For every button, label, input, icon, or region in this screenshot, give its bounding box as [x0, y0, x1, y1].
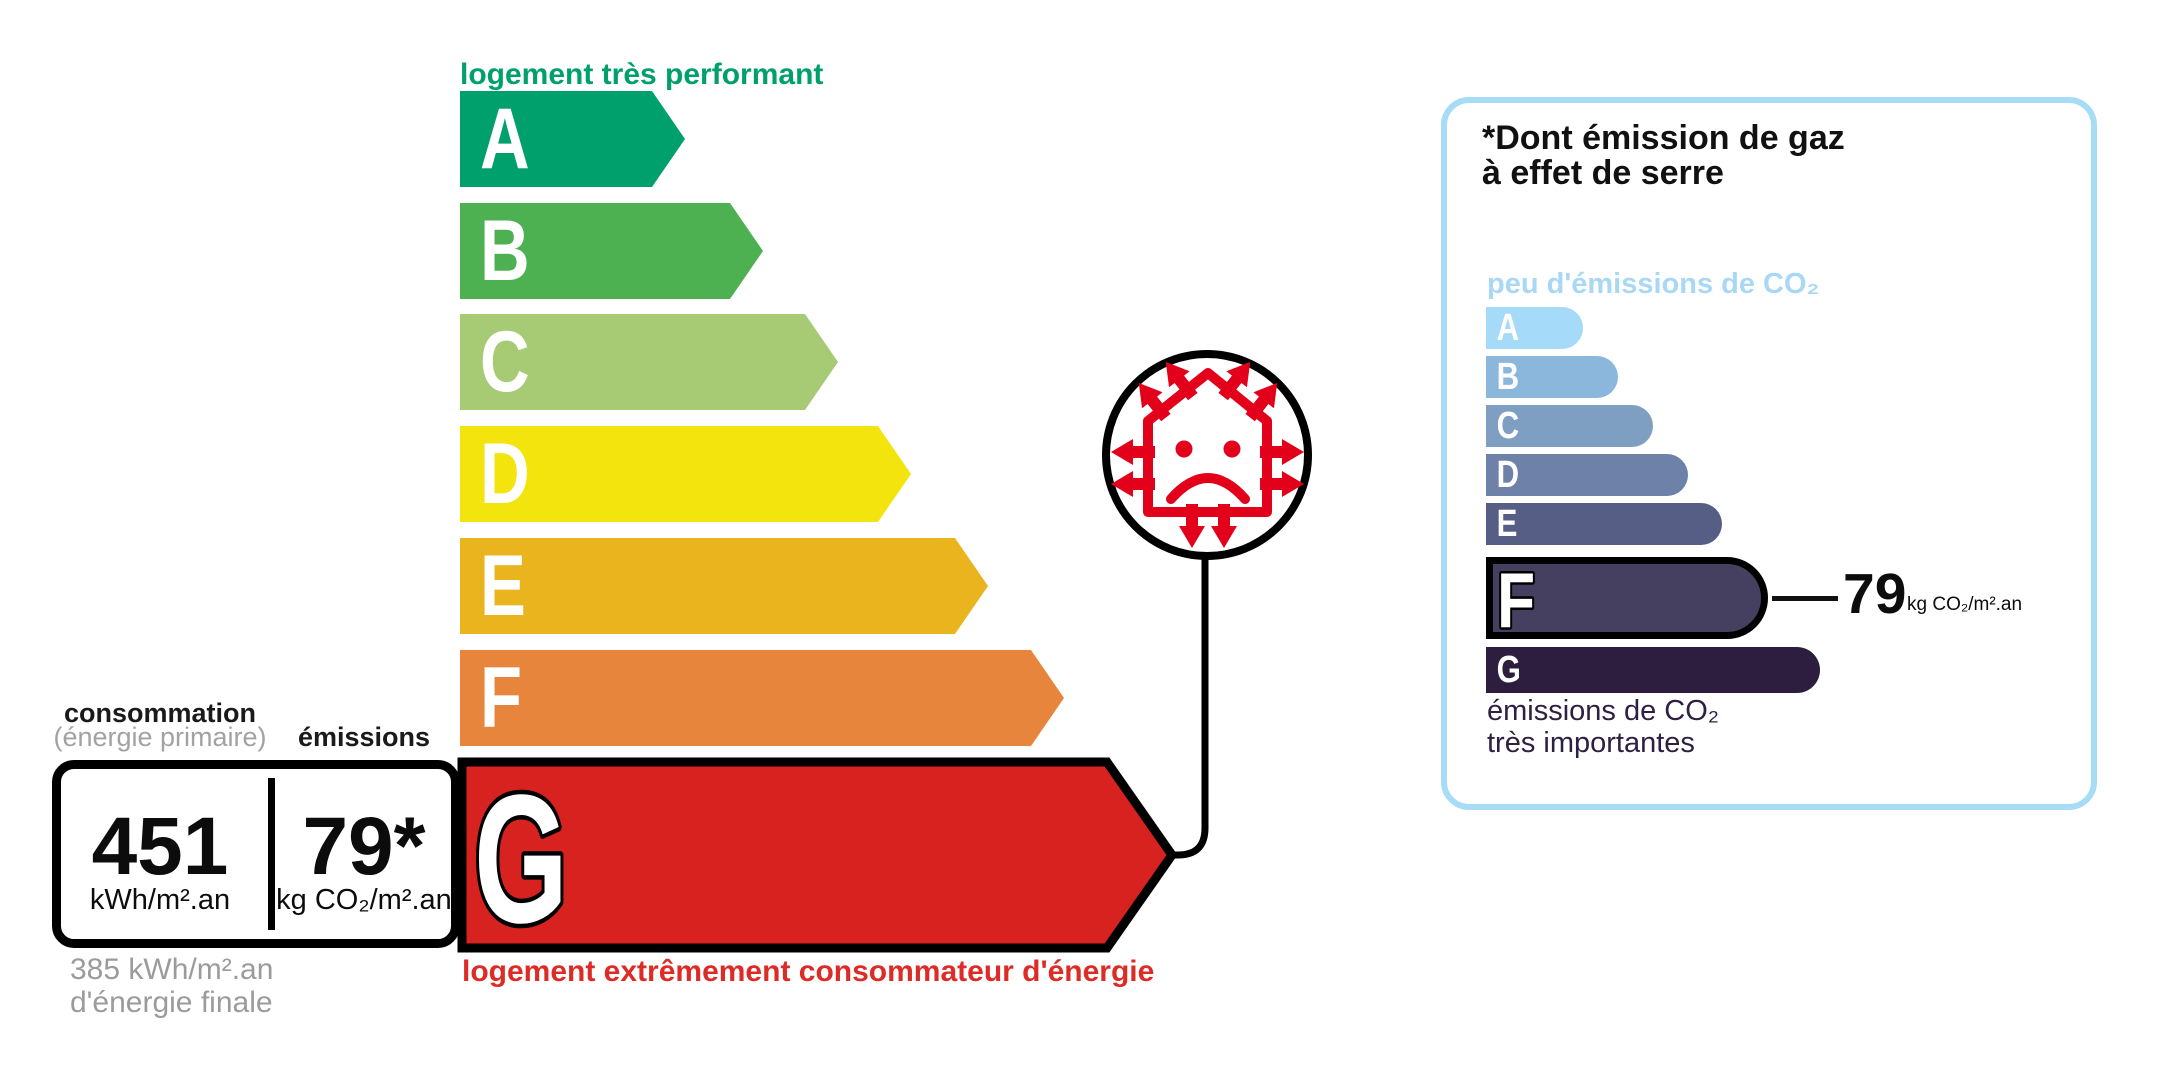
final-energy-note: 385 kWh/m².an d'énergie finale — [70, 953, 273, 1019]
energy-class-letter-e: E — [480, 538, 526, 634]
ges-class-bar-e: E — [1486, 503, 1722, 545]
consumption-value: 451 — [91, 801, 229, 892]
consumption-unit: kWh/m².an — [89, 884, 231, 916]
metrics-divider — [268, 778, 275, 930]
ges-value-unit: kg CO₂/m².an — [1907, 594, 2023, 615]
ges-class-letter-a: A — [1496, 307, 1520, 349]
energy-class-arrow-e: E — [460, 538, 988, 634]
consumption-label: consommation — [63, 698, 257, 728]
emissions-unit: kg CO₂/m².an — [276, 884, 452, 916]
ges-high-emissions-line2: très importantes — [1487, 727, 1695, 759]
energy-class-arrow-c: C — [460, 314, 838, 410]
energy-class-letter-g: G — [474, 757, 568, 961]
final-energy-line2: d'énergie finale — [70, 986, 273, 1019]
ges-class-bar-f-current — [1486, 557, 1768, 639]
consumption-sublabel: (énergie primaire) — [53, 722, 267, 752]
heat-loss-arrows — [1111, 353, 1304, 548]
energy-class-arrow-a: A — [460, 91, 685, 187]
ges-class-letter-e: E — [1496, 503, 1518, 545]
energy-class-arrow-g-current — [457, 757, 1178, 953]
energy-class-letter-f: F — [480, 650, 523, 746]
ges-title-line1: *Dont émission de gaz — [1482, 119, 1845, 157]
ges-class-letter-b: B — [1496, 356, 1520, 398]
energy-class-letter-a: A — [480, 91, 530, 187]
energy-class-arrow-b: B — [460, 203, 763, 299]
ges-class-bar-g: G — [1486, 647, 1820, 693]
metrics-box — [52, 760, 460, 948]
ges-class-bar-b: B — [1486, 356, 1618, 398]
badge-circle — [1102, 350, 1312, 560]
emissions-value: 79* — [302, 801, 426, 892]
energy-class-letter-c: C — [480, 314, 530, 410]
energy-scale-bottom-label: logement extrêmement consommateur d'éner… — [462, 955, 1155, 988]
final-energy-line1: 385 kWh/m².an — [70, 953, 274, 986]
energy-scale-top-label: logement très performant — [460, 58, 824, 91]
ges-class-bar-d: D — [1486, 454, 1688, 496]
ges-title-line2: à effet de serre — [1482, 154, 1724, 192]
energy-class-letter-d: D — [480, 426, 530, 522]
ges-class-letter-c: C — [1496, 405, 1520, 447]
ges-class-bar-a: A — [1486, 307, 1583, 349]
ges-class-letter-g: G — [1496, 649, 1521, 691]
ges-panel: *Dont émission de gaz à effet de serre p… — [1441, 97, 2097, 810]
emissions-label: émissions — [297, 722, 431, 752]
ges-high-emissions-line1: émissions de CO₂ — [1487, 695, 1720, 727]
energy-class-arrow-f: F — [460, 650, 1064, 746]
energy-class-arrow-d: D — [460, 426, 911, 522]
ges-low-emissions-label: peu d'émissions de CO₂ — [1487, 268, 1820, 300]
sad-house-heat-loss-icon — [1111, 353, 1304, 548]
badge-connector-line — [1170, 556, 1209, 859]
ges-class-letter-d: D — [1496, 454, 1520, 496]
energy-class-letter-b: B — [480, 203, 530, 299]
ges-value: 79 — [1843, 562, 1907, 626]
ges-class-bar-c: C — [1486, 405, 1653, 447]
